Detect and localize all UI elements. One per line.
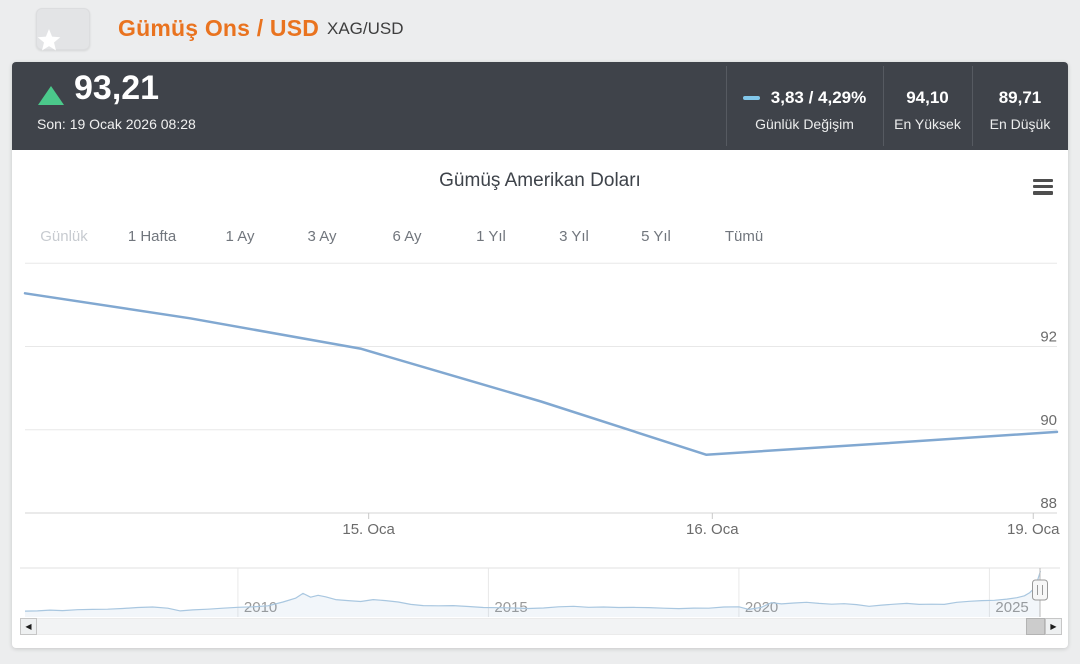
high-value: 94,10	[906, 88, 949, 107]
navigator-year-label: 2025	[995, 599, 1028, 616]
navigator-area	[25, 571, 1041, 617]
favorite-button[interactable]	[36, 8, 90, 51]
up-triangle-icon	[38, 86, 64, 105]
range-button-tumu[interactable]: Tümü	[721, 226, 767, 247]
range-selector: Günlük 1 Hafta 1 Ay 3 Ay 6 Ay 1 Yıl 3 Yıl 5 Yıl…	[12, 226, 1068, 250]
daily-change-value: 3,83 / 4,29%	[770, 88, 867, 107]
y-axis-label: 92	[1040, 329, 1057, 346]
navigator-chart: 2010201520202025	[20, 567, 1060, 617]
chart-panel: 93,21 Son: 19 Ocak 2026 08:28 3,83 / 4,2…	[12, 62, 1068, 648]
price-line	[23, 292, 1059, 456]
y-axis-label: 90	[1040, 412, 1057, 429]
daily-change-cell: 3,83 / 4,29% Günlük Değişim	[726, 62, 883, 150]
chart-title: Gümüş Amerikan Doları	[439, 170, 641, 191]
range-button-1-yil[interactable]: 1 Yıl	[472, 226, 510, 247]
scroll-right-icon[interactable]: ▶	[1045, 618, 1062, 635]
navigator-year-label: 2010	[244, 599, 277, 616]
last-update-time: Son: 19 Ocak 2026 08:28	[37, 116, 196, 132]
y-axis-label: 88	[1040, 495, 1057, 512]
daily-change-label: Günlük Değişim	[755, 116, 854, 132]
navigator-line	[24, 570, 1042, 612]
stats-divider	[726, 66, 727, 146]
stats-divider	[972, 66, 973, 146]
stats-divider	[883, 66, 884, 146]
stats-bar: 93,21 Son: 19 Ocak 2026 08:28 3,83 / 4,2…	[12, 62, 1068, 150]
high-label: En Yüksek	[894, 116, 961, 132]
range-button-6-ay[interactable]: 6 Ay	[389, 226, 426, 247]
x-axis-label: 15. Oca	[342, 521, 395, 538]
x-axis-label: 19. Oca	[1007, 521, 1060, 538]
range-button-5-yil[interactable]: 5 Yıl	[637, 226, 675, 247]
navigator-handle[interactable]	[1032, 579, 1048, 601]
x-axis-label: 16. Oca	[686, 521, 739, 538]
instrument-symbol: XAG/USD	[327, 19, 404, 38]
low-label: En Düşük	[989, 116, 1051, 132]
page-header: Gümüş Ons / USD XAG/USD	[0, 0, 1080, 58]
scrollbar-track[interactable]	[20, 618, 1062, 635]
low-cell: 89,71 En Düşük	[972, 62, 1068, 150]
navigator-scrollbar: ◀ ▶	[12, 618, 1068, 635]
main-chart: 92 90 88 15. Oca 16. Oca 19. Oca	[23, 262, 1060, 538]
range-button-3-ay[interactable]: 3 Ay	[304, 226, 341, 247]
last-price: 93,21	[74, 69, 160, 107]
scroll-left-icon[interactable]: ◀	[20, 618, 37, 635]
low-value: 89,71	[998, 88, 1042, 107]
high-cell: 94,10 En Yüksek	[883, 62, 972, 150]
range-button-1-hafta[interactable]: 1 Hafta	[124, 226, 180, 247]
chart-menu-button[interactable]	[1030, 176, 1056, 200]
range-button-1-ay[interactable]: 1 Ay	[222, 226, 259, 247]
scrollbar-thumb[interactable]	[1026, 618, 1045, 635]
range-button-gunluk[interactable]: Günlük	[36, 226, 92, 247]
dash-icon	[742, 96, 760, 100]
hamburger-icon	[1033, 178, 1053, 183]
range-button-3-yil[interactable]: 3 Yıl	[555, 226, 593, 247]
instrument-title: Gümüş Ons / USD	[118, 15, 320, 41]
